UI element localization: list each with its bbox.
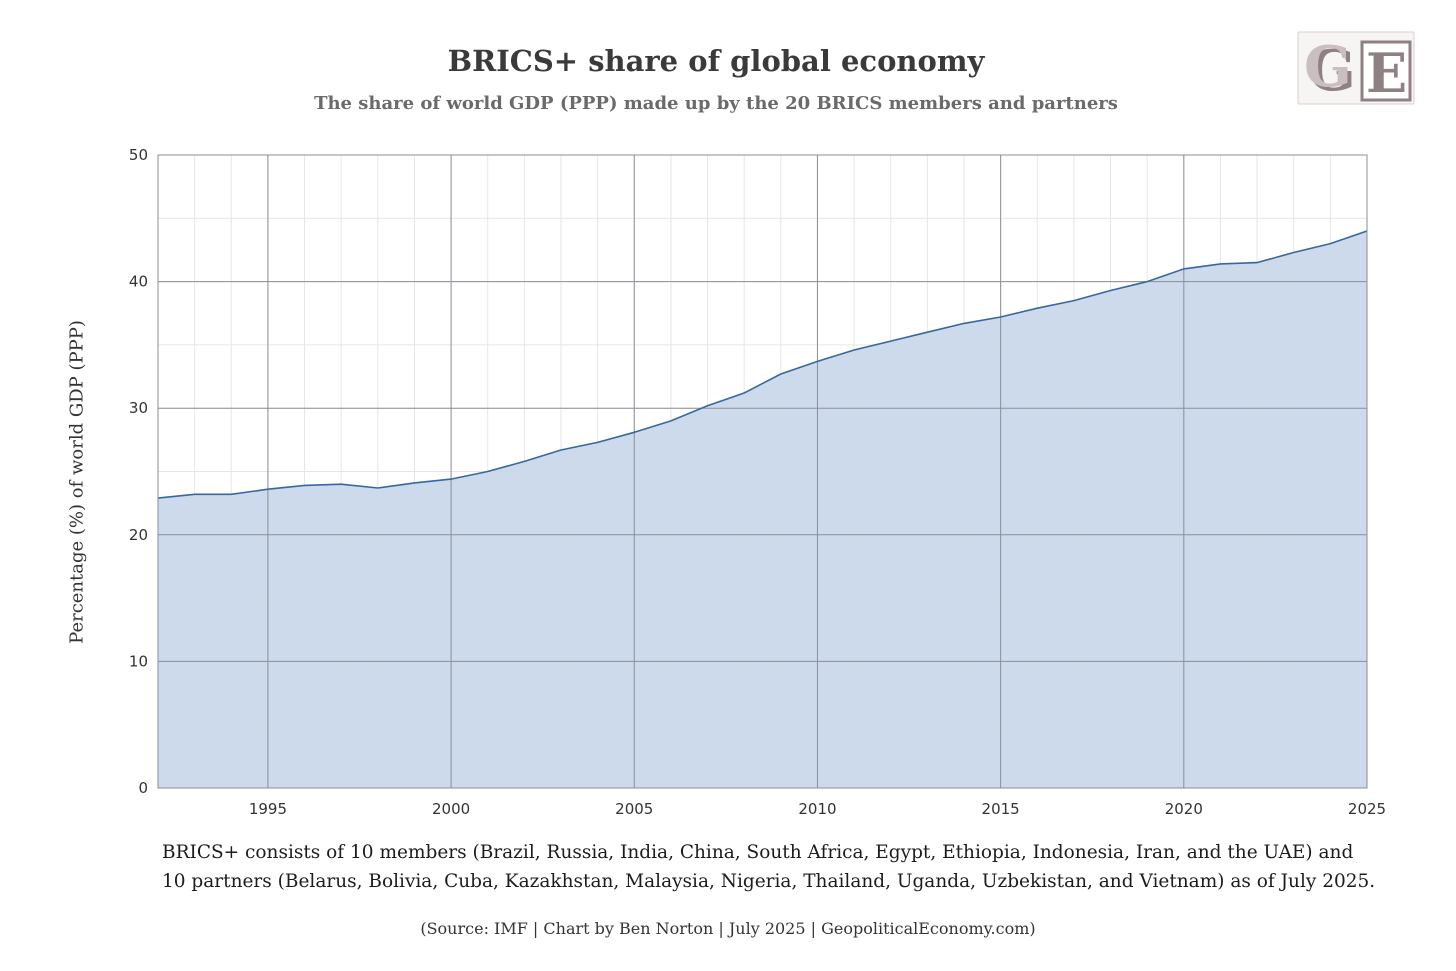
y-axis-ticks: 0 10 20 30 40 50 bbox=[129, 146, 148, 797]
footnote-line-1: BRICS+ consists of 10 members (Brazil, R… bbox=[162, 842, 1354, 863]
svg-text:G: G bbox=[1304, 34, 1352, 100]
y-tick-label: 40 bbox=[129, 273, 148, 291]
plot-frame bbox=[157, 154, 1368, 789]
y-tick-label: 30 bbox=[129, 399, 148, 417]
x-tick-label: 2025 bbox=[1348, 800, 1386, 818]
y-tick-label: 50 bbox=[129, 146, 148, 164]
footnote-line-2: 10 partners (Belarus, Bolivia, Cuba, Kaz… bbox=[162, 871, 1376, 892]
x-tick-label: 2015 bbox=[982, 800, 1020, 818]
x-tick-label: 2000 bbox=[432, 800, 470, 818]
x-tick-label: 2020 bbox=[1165, 800, 1203, 818]
ge-logo: G G E bbox=[1297, 31, 1415, 105]
x-tick-label: 2005 bbox=[615, 800, 653, 818]
y-tick-label: 20 bbox=[129, 526, 148, 544]
x-axis-ticks: 1995 2000 2005 2010 2015 2020 2025 bbox=[249, 800, 1386, 818]
x-tick-label: 1995 bbox=[249, 800, 287, 818]
svg-text:E: E bbox=[1366, 41, 1407, 105]
svg-text:G: G bbox=[1308, 38, 1356, 104]
y-tick-label: 0 bbox=[138, 779, 148, 797]
chart-subtitle: The share of world GDP (PPP) made up by … bbox=[314, 93, 1118, 114]
y-tick-label: 10 bbox=[129, 652, 148, 670]
source-credit: (Source: IMF | Chart by Ben Norton | Jul… bbox=[420, 919, 1036, 938]
area-series-fill bbox=[158, 231, 1367, 788]
area-series-line bbox=[157, 230, 1368, 499]
x-tick-label: 2010 bbox=[798, 800, 836, 818]
y-axis-label: Percentage (%) of world GDP (PPP) bbox=[66, 320, 88, 644]
chart-title: BRICS+ share of global economy bbox=[447, 44, 985, 78]
footnote: BRICS+ consists of 10 members (Brazil, R… bbox=[162, 838, 1402, 896]
